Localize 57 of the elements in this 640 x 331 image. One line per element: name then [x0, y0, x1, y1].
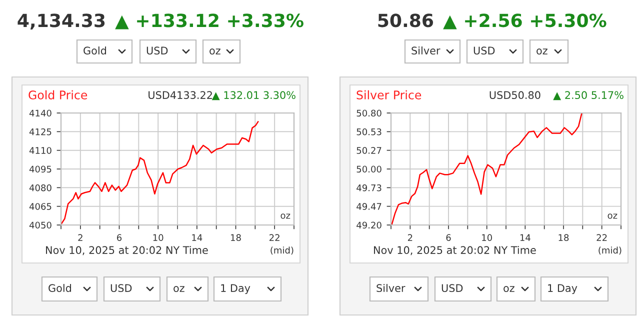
y-tick-label: 50.00 [356, 166, 382, 173]
y-tick-label: 50.27 [356, 147, 382, 154]
y-tick-label: 4095 [29, 166, 52, 173]
y-tick-label: 50.80 [356, 110, 382, 117]
text: oz [536, 48, 548, 55]
annotation: oz [608, 214, 618, 219]
text: Gold [84, 46, 106, 55]
chart-subtitle: USD50.80 [490, 91, 540, 100]
text: Gold [48, 284, 72, 292]
x-tick-label: 18 [558, 234, 569, 242]
x-tick-label: 10 [482, 234, 492, 242]
y-tick-label: 4110 [29, 147, 52, 154]
text: 4,134.33 [18, 14, 105, 30]
x-tick-label: 14 [192, 234, 202, 241]
y-tick-label: 49.73 [356, 184, 382, 192]
text: USD [110, 284, 132, 292]
chart-title: Gold Price [28, 90, 88, 100]
annotation: oz [280, 214, 290, 219]
text: Nov 10, 2025 at 20:02 NY Time [46, 246, 208, 256]
text: ▲ 132.01 3.30% [212, 91, 296, 100]
text: Nov 10, 2025 at 20:02 NY Time [374, 246, 536, 256]
text: oz [174, 286, 184, 292]
text: 1 Day [548, 284, 578, 294]
x-tick-label: 10 [153, 234, 164, 242]
x-tick-label: 2 [78, 234, 82, 241]
text: Silver [412, 46, 440, 55]
x-tick-label: 2 [408, 234, 412, 241]
chart-subtitle: USD4133.22 [148, 91, 212, 100]
text: Silver [376, 284, 406, 292]
text: 1 Day [221, 284, 250, 294]
text: (mid) [270, 246, 294, 255]
line-series [61, 121, 259, 225]
text: (mid) [598, 246, 622, 255]
y-tick-label: 4050 [29, 222, 52, 229]
x-tick-label: 6 [446, 234, 451, 242]
text: oz [504, 286, 514, 292]
text: USD [442, 284, 463, 292]
chart-title: Silver Price [356, 90, 422, 100]
text: 50.86 [378, 14, 434, 28]
y-tick-label: 4080 [29, 184, 52, 192]
text: USD [474, 46, 495, 55]
y-tick-label: 49.20 [356, 222, 382, 229]
y-tick-label: 4140 [29, 110, 52, 117]
x-tick-label: 18 [231, 234, 241, 242]
y-tick-label: 49.47 [356, 203, 382, 210]
text: USD [146, 46, 168, 55]
y-tick-label: 4125 [29, 128, 52, 136]
x-tick-label: 6 [117, 234, 122, 242]
x-tick-label: 22 [596, 234, 607, 241]
x-tick-label: 22 [270, 234, 280, 241]
y-tick-label: 4065 [29, 203, 52, 210]
text: ▲ +133.12 +3.33% [115, 14, 304, 30]
text: ▲ +2.56 +5.30% [443, 14, 606, 30]
x-tick-label: 14 [520, 234, 530, 241]
y-tick-label: 50.53 [356, 128, 382, 136]
text: oz [210, 48, 220, 55]
text: ▲ 2.50 5.17% [553, 91, 624, 100]
